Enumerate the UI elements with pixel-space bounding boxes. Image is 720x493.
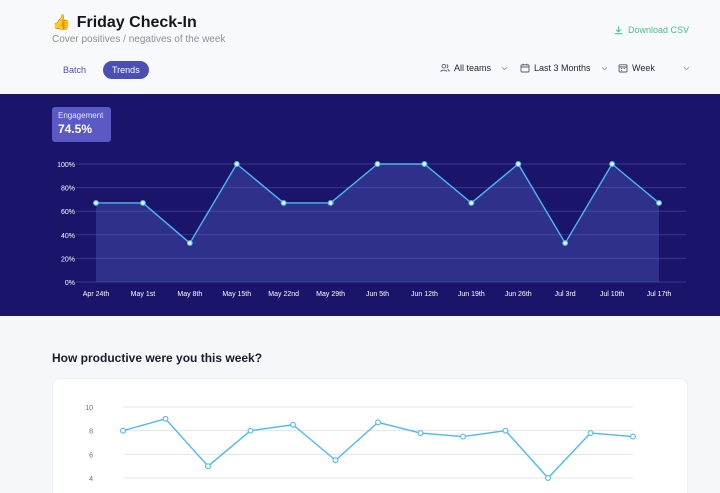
period-label: Week	[632, 63, 655, 73]
data-point	[247, 427, 254, 434]
data-point	[656, 199, 662, 206]
period-dropdown[interactable]: Week	[618, 63, 690, 73]
data-point	[233, 161, 240, 167]
teams-filter-label: All teams	[454, 63, 492, 73]
data-point	[280, 199, 287, 206]
y-tick-label: 60%	[61, 209, 75, 216]
download-icon	[614, 25, 623, 34]
page-header: 👍 Friday Check-In Cover positives / nega…	[0, 0, 720, 94]
data-point	[93, 199, 99, 206]
y-tick-label: 8	[89, 429, 93, 436]
data-point	[587, 430, 594, 436]
data-point	[562, 240, 569, 247]
download-csv-button[interactable]: Download CSV	[614, 25, 689, 35]
x-tick-label: Jul 10th	[600, 291, 625, 298]
users-icon	[440, 63, 450, 72]
x-tick-label: May 15th	[222, 291, 251, 298]
data-point	[515, 161, 522, 167]
engagement-badge-label: Engagement	[58, 111, 104, 120]
calendar-week-icon	[618, 64, 628, 73]
data-point	[290, 421, 296, 428]
view-toggle: Batch Trends	[54, 61, 149, 79]
data-point	[186, 240, 193, 247]
data-point	[460, 433, 466, 440]
series-area	[96, 164, 659, 282]
data-point	[120, 427, 126, 434]
x-tick-label: Jun 5th	[366, 291, 389, 298]
x-tick-label: Jul 3rd	[555, 291, 576, 298]
y-tick-label: 80%	[61, 186, 75, 193]
chevron-down-icon	[601, 66, 607, 70]
data-point	[332, 457, 339, 464]
x-tick-label: May 29th	[316, 291, 345, 298]
data-point	[609, 161, 616, 167]
x-tick-label: May 8th	[177, 291, 202, 298]
teams-filter-dropdown[interactable]: All teams	[440, 63, 508, 73]
y-tick-label: 4	[89, 476, 93, 483]
productive-section-title: How productive were you this week?	[52, 351, 263, 365]
y-tick-label: 0%	[65, 280, 75, 287]
series-line	[122, 418, 634, 479]
data-point	[545, 475, 551, 481]
data-point	[374, 161, 381, 167]
data-point	[205, 463, 211, 470]
engagement-badge-value: 74.5%	[58, 122, 93, 136]
data-point	[139, 199, 146, 206]
engagement-chart-panel: 0% 20% 40% 60% 80% 100% Apr 24th May 1st May 8th…	[0, 94, 720, 316]
data-point	[162, 415, 169, 422]
data-point	[468, 199, 475, 206]
x-tick-label: May 22nd	[268, 291, 299, 298]
tab-trends[interactable]: Trends	[103, 61, 149, 79]
data-point	[502, 427, 509, 434]
x-tick-label: Apr 24th	[83, 291, 110, 298]
x-tick-label: Jun 19th	[458, 291, 485, 298]
chevron-down-icon	[501, 66, 508, 70]
calendar-icon	[520, 63, 530, 73]
page-title: Friday Check-In	[76, 14, 197, 31]
y-tick-label: 40%	[61, 233, 75, 240]
x-tick-label: Jul 17th	[647, 291, 672, 298]
engagement-badge: Engagement 74.5%	[52, 107, 111, 142]
date-range-label: Last 3 Months	[534, 63, 591, 73]
y-tick-label: 20%	[61, 256, 75, 263]
title-row: 👍 Friday Check-In	[52, 13, 197, 33]
date-range-dropdown[interactable]: Last 3 Months	[520, 63, 608, 73]
productive-chart-card: 4 6 8 10	[52, 378, 688, 493]
y-tick-label: 10	[85, 405, 93, 412]
data-point	[375, 419, 381, 426]
tab-batch[interactable]: Batch	[63, 65, 87, 75]
y-tick-label: 100%	[57, 162, 75, 169]
engagement-chart: 0% 20% 40% 60% 80% 100% Apr 24th May 1st May 8th…	[57, 161, 686, 298]
filter-bar: All teams Last 3 Months Week	[0, 63, 720, 79]
data-point	[417, 430, 424, 436]
data-point	[421, 161, 428, 167]
x-tick-label: Jun 26th	[505, 291, 532, 298]
chevron-down-icon	[683, 66, 690, 70]
thumbs-up-icon: 👍	[52, 14, 71, 31]
y-tick-label: 6	[89, 452, 93, 459]
page-subtitle: Cover positives / negatives of the week	[52, 34, 226, 45]
x-tick-label: May 1st	[131, 291, 156, 298]
data-point	[630, 433, 636, 440]
data-point	[327, 199, 334, 206]
productive-chart: 4 6 8 10	[85, 405, 636, 483]
download-csv-label: Download CSV	[627, 25, 689, 35]
x-tick-label: Jun 12th	[411, 291, 438, 298]
